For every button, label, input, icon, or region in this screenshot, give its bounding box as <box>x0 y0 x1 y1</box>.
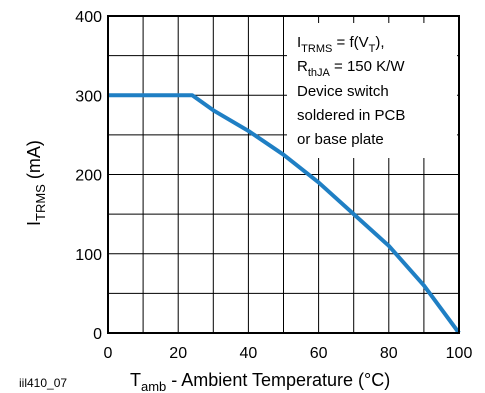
y-tick-label: 300 <box>75 88 102 105</box>
x-tick-labels: 0 20 40 60 80 100 <box>104 345 473 362</box>
annotation-line-4: soldered in PCB <box>297 107 405 124</box>
series-line <box>108 93 461 335</box>
annotation-line-3: Device switch <box>297 83 389 100</box>
x-axis-label: Tamb - Ambient Temperature (°C) <box>130 370 390 393</box>
y-tick-labels: 0 100 200 300 400 <box>75 9 102 343</box>
x-tick-label: 80 <box>380 345 398 362</box>
y-tick-label: 100 <box>75 247 102 264</box>
plot-frame <box>107 15 460 334</box>
x-tick-label: 40 <box>240 345 258 362</box>
x-tick-label: 0 <box>104 345 113 362</box>
annotation-line-2: RthJA = 150 K/W <box>297 58 405 79</box>
x-tick-label: 100 <box>446 345 473 362</box>
figure-id: iil410_07 <box>19 376 67 390</box>
annotation-line-1: ITRMS = f(VT), <box>297 34 385 55</box>
y-axis-label: ITRMS (mA) <box>24 140 48 226</box>
series-group <box>108 93 461 335</box>
annotation-line-5: or base plate <box>297 131 384 148</box>
y-tick-label: 400 <box>75 9 102 26</box>
x-tick-label: 60 <box>310 345 328 362</box>
x-tick-label: 20 <box>169 345 187 362</box>
y-tick-label: 200 <box>75 168 102 185</box>
y-tick-label: 0 <box>93 326 102 343</box>
annotation-box <box>287 23 457 158</box>
